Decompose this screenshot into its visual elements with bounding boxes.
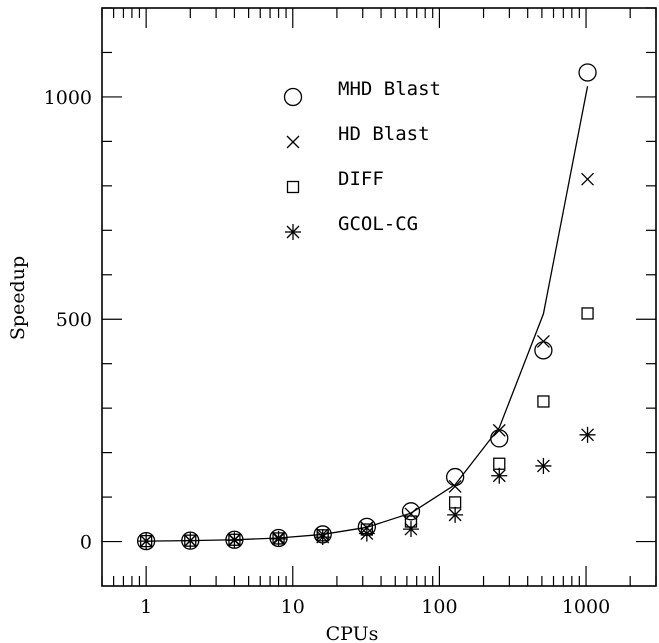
hd-blast-point	[581, 172, 595, 186]
gcol-cg-point	[138, 533, 155, 550]
marker-stroke	[448, 479, 462, 493]
x-tick-label: 10	[281, 596, 305, 618]
mhd-blast-point	[181, 531, 200, 550]
hd-blast-point	[404, 507, 418, 521]
marker-stroke	[581, 172, 595, 186]
x-tick-label: 100	[421, 596, 457, 618]
diff-point	[581, 307, 594, 320]
hd-blast-point	[536, 335, 550, 348]
gcol-cg-point	[182, 532, 199, 549]
diff-point	[537, 395, 550, 408]
x-tick-label: 1	[140, 596, 152, 618]
mhd-blast-point	[401, 502, 421, 521]
gcol-cg-point	[579, 426, 596, 443]
gcol-cg-point	[491, 467, 508, 484]
marker-stroke	[492, 423, 506, 437]
gcol-cg-point	[270, 530, 287, 547]
axis-ticks	[101, 7, 657, 586]
gcol-cg-point	[447, 506, 464, 523]
legend-hd-blast-marker	[286, 135, 300, 149]
mhd-blast-point	[578, 63, 597, 82]
legend-mhd-blast-label: MHD Blast	[338, 78, 441, 100]
gcol-cg-point	[314, 529, 331, 546]
gcol-cg-point	[358, 525, 375, 542]
hd-blast-point	[492, 423, 506, 437]
marker-stroke	[404, 507, 418, 521]
legend-gcol-cg-label: GCOL-CG	[338, 213, 418, 235]
gcol-cg-point	[226, 532, 243, 549]
data-markers	[136, 63, 597, 551]
hd-blast-point	[448, 479, 462, 493]
legend-mhd-blast-marker	[283, 87, 303, 107]
gcol-cg-point	[535, 457, 552, 474]
legend-gcol-cg-marker	[285, 224, 301, 240]
mhd-blast-point	[136, 531, 156, 551]
y-axis-label: Speedup	[7, 256, 29, 340]
marker-stroke	[286, 135, 300, 149]
legend-hd-blast-label: HD Blast	[338, 123, 430, 145]
legend-diff-label: DIFF	[338, 168, 384, 190]
legend-diff-marker	[286, 180, 300, 194]
mhd-blast-point	[490, 429, 509, 448]
diff-point	[493, 457, 506, 470]
mhd-blast-point	[534, 341, 553, 360]
y-tick-label: 500	[56, 309, 92, 331]
y-tick-label: 0	[80, 532, 92, 554]
plot-frame	[101, 7, 657, 587]
x-tick-label: 1000	[562, 596, 610, 618]
x-axis-label: CPUs	[326, 623, 379, 643]
marker-stroke	[536, 335, 550, 348]
gcol-cg-point	[402, 521, 419, 538]
diff-point	[448, 496, 462, 509]
y-tick-label: 1000	[44, 87, 92, 109]
tick-labels: 1 10 100 1000 0 500 1000	[44, 87, 611, 618]
mhd-blast-point	[225, 530, 244, 549]
legend: MHD Blast HD Blast DIFF GCOL-CG	[283, 78, 441, 240]
ideal-speedup-line	[146, 86, 589, 542]
